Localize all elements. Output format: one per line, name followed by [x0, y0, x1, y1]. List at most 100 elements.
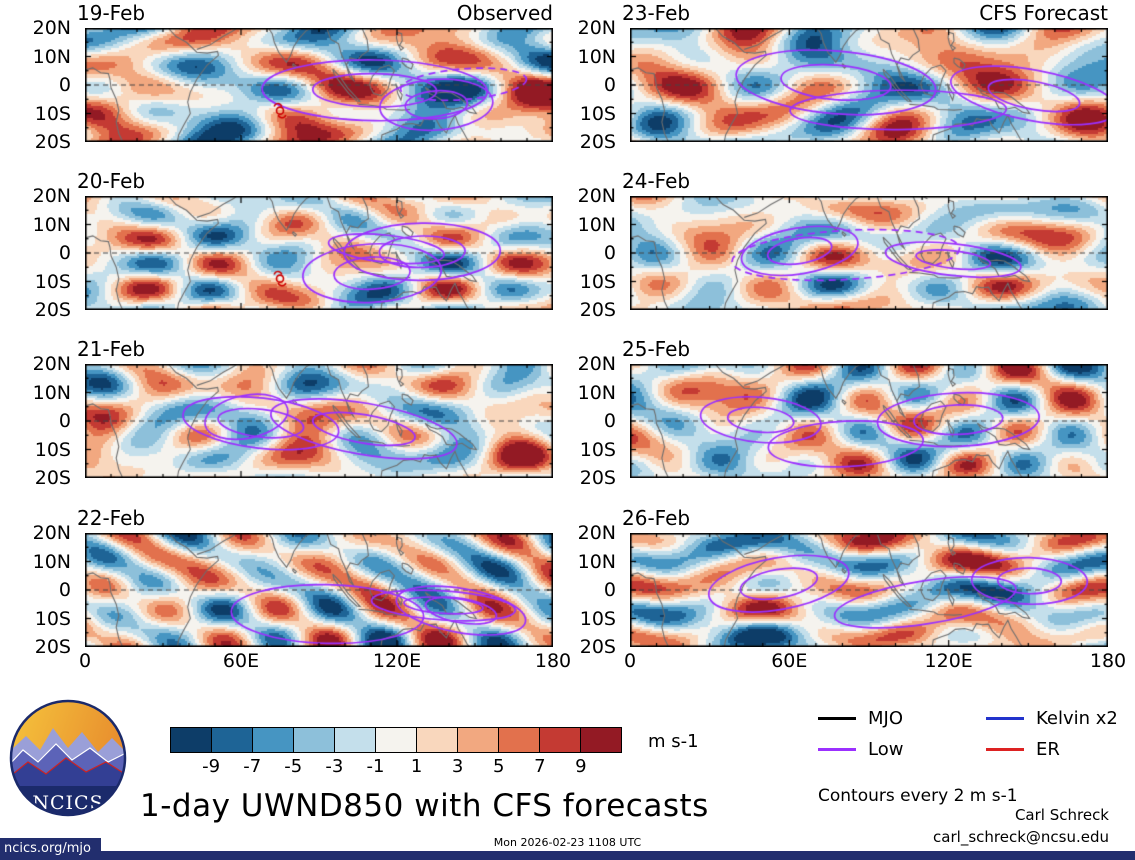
colorbar-tick: 5: [493, 756, 505, 777]
colorbar-segment: [417, 728, 458, 752]
y-tick-label: 0: [603, 579, 616, 601]
kelvin-line-swatch: [986, 717, 1024, 720]
uwnd850-map-canvas: [85, 196, 553, 310]
legend: MJO Kelvin x2 Low ER: [818, 708, 1135, 760]
x-tick-label: 60E: [222, 650, 260, 672]
y-tick-label: 20N: [577, 17, 616, 39]
colorbar-segment: [499, 728, 540, 752]
map-panel-21feb: 21-Feb 20N 10N 0 10S 20S: [33, 337, 553, 488]
uwnd850-map-canvas: [85, 28, 553, 142]
y-tick-label: 10S: [34, 270, 71, 293]
x-tick-label: 180: [534, 650, 572, 672]
colorbar-units: m s-1: [648, 731, 699, 752]
colorbar-tick: 3: [451, 756, 464, 777]
y-tick-label: 20S: [34, 467, 71, 489]
x-tick-label: 120E: [372, 650, 422, 672]
y-tick-label: 0: [603, 242, 616, 264]
y-tick-label: 20S: [579, 636, 616, 658]
panel-date: 21-Feb: [77, 337, 146, 361]
y-tick-label: 10S: [34, 102, 71, 125]
colorbar-tick: -1: [366, 756, 385, 777]
uwnd850-map-canvas: [85, 364, 553, 478]
contour-note: Contours every 2 m s-1: [818, 786, 1018, 806]
y-tick-label: 10N: [577, 45, 616, 68]
column-header-observed: Observed: [456, 1, 553, 25]
uwnd850-map-canvas: [85, 533, 553, 647]
y-tick-label: 0: [58, 410, 71, 432]
y-tick-label: 0: [603, 74, 616, 96]
y-tick-label: 10S: [579, 438, 616, 461]
y-tick-label: 20N: [32, 185, 71, 207]
y-axis-labels: 20N 10N 0 10S 20S: [558, 18, 622, 152]
map-panel-19feb: 19-Feb Observed 20N 10N 0 10S 20S: [33, 1, 553, 152]
legend-label: MJO: [868, 708, 904, 729]
x-axis-labels-left: 0 60E 120E 180: [79, 650, 571, 676]
panel-date: 26-Feb: [622, 506, 691, 530]
y-axis-labels: 20N 10N 0 10S 20S: [558, 186, 622, 320]
x-tick-label: 0: [623, 650, 637, 672]
uwnd850-map-canvas: [630, 364, 1108, 478]
y-tick-label: 0: [58, 579, 71, 601]
er-line-swatch: [986, 748, 1024, 751]
figure-title: 1-day UWND850 with CFS forecasts: [140, 788, 709, 824]
y-axis-labels: 20N 10N 0 10S 20S: [558, 354, 622, 488]
x-tick-label: 60E: [771, 650, 808, 672]
mjo-line-swatch: [818, 717, 856, 720]
generation-timestamp: Mon 2026-02-23 1108 UTC: [493, 836, 642, 849]
legend-label: Low: [868, 739, 904, 760]
legend-item-mjo: MJO: [818, 708, 986, 729]
y-tick-label: 10N: [577, 213, 616, 236]
legend-item-kelvin: Kelvin x2: [986, 708, 1135, 729]
y-tick-label: 20N: [577, 353, 616, 375]
y-tick-label: 0: [58, 74, 71, 96]
logo-text: NCICS: [32, 792, 103, 814]
colorbar-tick: 7: [534, 756, 546, 777]
y-tick-label: 20S: [34, 636, 71, 658]
y-tick-label: 10N: [32, 550, 71, 573]
y-tick-label: 10S: [579, 270, 616, 293]
y-tick-label: 0: [603, 410, 616, 432]
y-tick-label: 10N: [32, 381, 71, 404]
uwnd850-map-canvas: [630, 28, 1108, 142]
legend-item-er: ER: [986, 739, 1135, 760]
site-url-link[interactable]: ncics.org/mjo: [0, 838, 101, 860]
y-tick-label: 20S: [579, 467, 616, 489]
y-axis-labels: 20N 10N 0 10S 20S: [13, 18, 77, 152]
colorbar-segment: [376, 728, 417, 752]
y-tick-label: 10N: [32, 45, 71, 68]
y-tick-label: 20S: [34, 131, 71, 153]
x-axis-labels-right: 0 60E 120E 180: [624, 650, 1126, 676]
legend-label: Kelvin x2: [1036, 708, 1118, 729]
colorbar-tick: 1: [410, 756, 423, 777]
y-tick-label: 20S: [579, 131, 616, 153]
y-axis-labels: 20N 10N 0 10S 20S: [13, 186, 77, 320]
y-tick-label: 10N: [32, 213, 71, 236]
panel-date: 22-Feb: [77, 506, 146, 530]
uwnd850-map-canvas: [630, 196, 1108, 310]
y-axis-labels: 20N 10N 0 10S 20S: [13, 523, 77, 657]
colorbar-segment: [540, 728, 581, 752]
colorbar-segment: [335, 728, 376, 752]
colorbar-tick: -7: [243, 756, 262, 777]
colorbar-segment: [212, 728, 253, 752]
colorbar-tick: 9: [575, 756, 587, 777]
y-tick-label: 20S: [34, 299, 71, 321]
colorbar-tick-labels: -9 -7 -5 -3 -1 1 3 5 7 9: [170, 753, 622, 777]
colorbar-segment: [171, 728, 212, 752]
colorbar-segment: [458, 728, 499, 752]
colorbar-tick: -3: [325, 756, 344, 777]
y-tick-label: 20N: [577, 185, 616, 207]
low-line-swatch: [818, 748, 856, 751]
colorbar: -9 -7 -5 -3 -1 1 3 5 7 9: [170, 727, 622, 777]
legend-label: ER: [1036, 739, 1060, 760]
map-panel-26feb: 26-Feb 20N 10N 0 10S 20S: [578, 506, 1108, 657]
panel-date: 25-Feb: [622, 337, 691, 361]
map-panel-22feb: 22-Feb 20N 10N 0 10S 20S: [33, 506, 553, 657]
credit-name: Carl Schreck: [1014, 806, 1109, 824]
y-axis-labels: 20N 10N 0 10S 20S: [13, 354, 77, 488]
y-tick-label: 10S: [34, 438, 71, 461]
panel-date: 19-Feb: [77, 1, 146, 25]
map-panel-24feb: 24-Feb 20N 10N 0 10S 20S: [578, 169, 1108, 320]
uwnd850-map-canvas: [630, 533, 1108, 647]
